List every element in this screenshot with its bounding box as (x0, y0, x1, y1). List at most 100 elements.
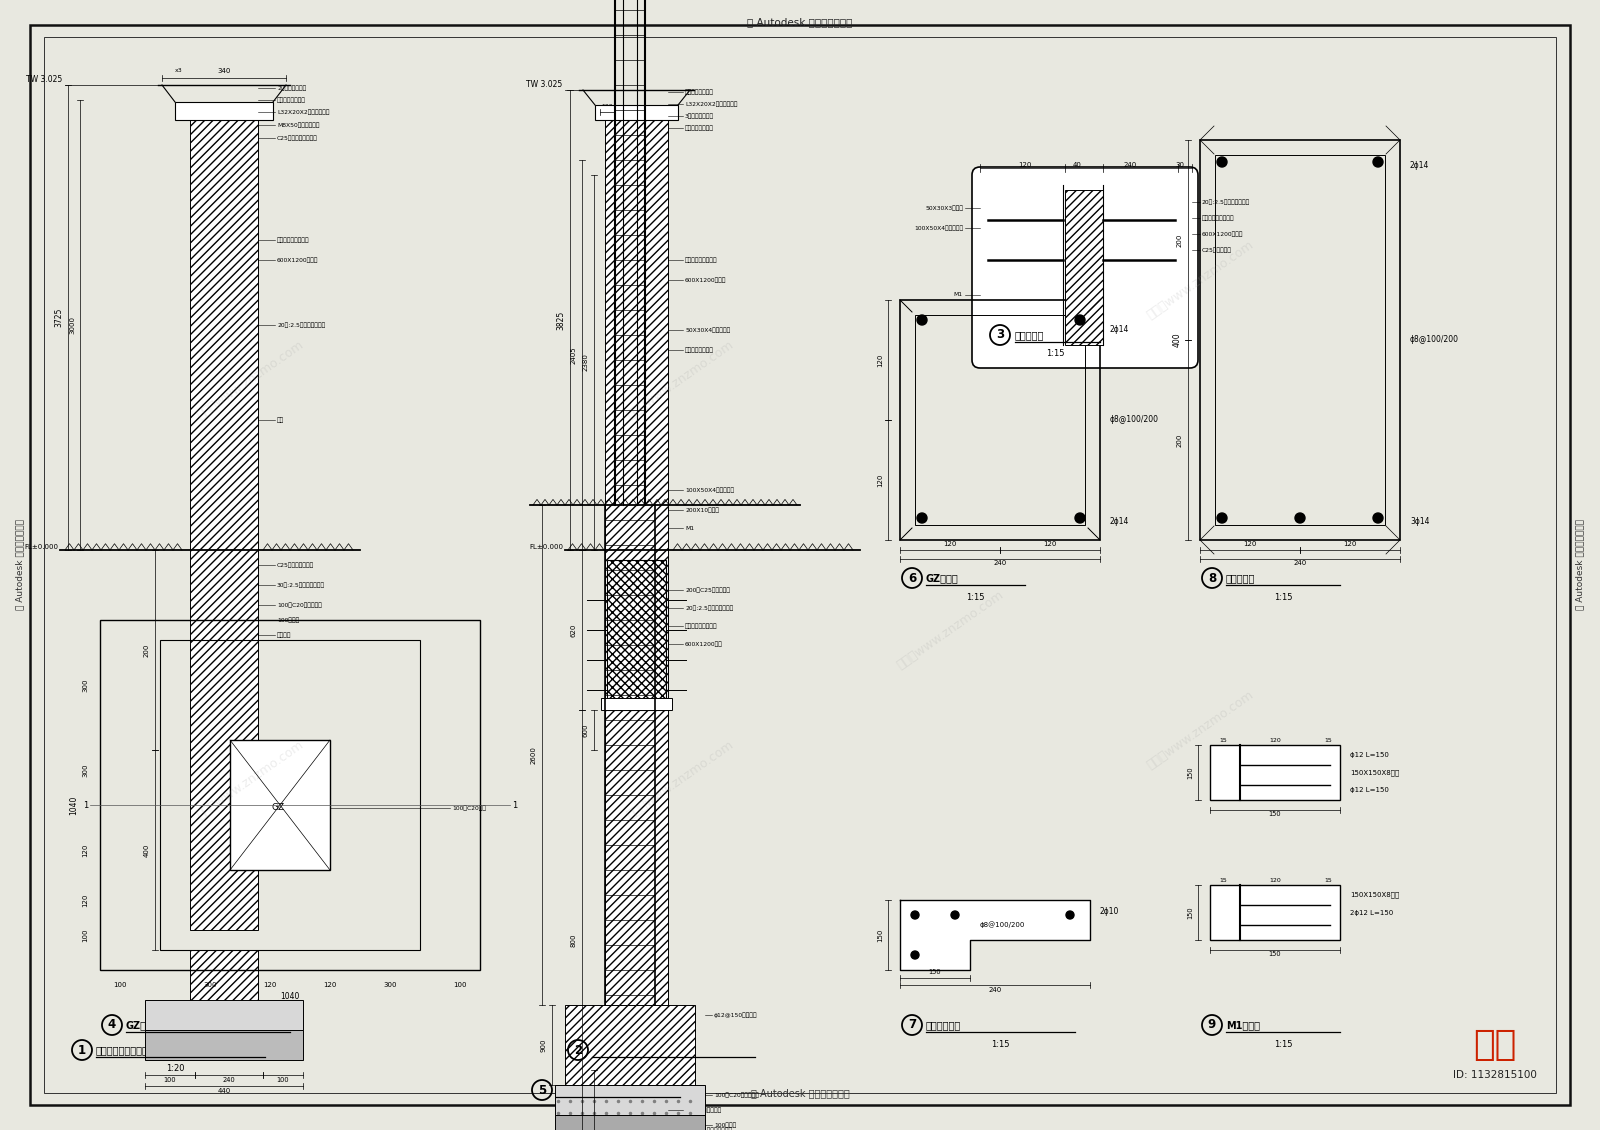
Text: 150: 150 (1269, 811, 1282, 817)
Bar (899, 299, 1101, 540)
Text: 20厚:2.5水泥砂浆结合层: 20厚:2.5水泥砂浆结合层 (685, 606, 733, 611)
Text: 200: 200 (1178, 233, 1182, 246)
Text: 150: 150 (928, 970, 941, 975)
Text: 120: 120 (944, 541, 957, 547)
Text: 黑灰色真石漆涂层: 黑灰色真石漆涂层 (685, 347, 714, 353)
Text: 100厚C20混凝土垫层: 100厚C20混凝土垫层 (277, 602, 322, 608)
Text: 120: 120 (82, 843, 88, 857)
Text: 100: 100 (163, 1077, 176, 1083)
FancyBboxPatch shape (973, 167, 1198, 368)
Text: 200X10厚盖板: 200X10厚盖板 (685, 507, 718, 513)
Text: 40: 40 (1072, 162, 1082, 168)
Text: 150: 150 (1187, 766, 1194, 779)
Circle shape (1218, 513, 1227, 523)
Text: 压顶梁配筋图: 压顶梁配筋图 (926, 1020, 962, 1031)
Text: 30: 30 (1176, 162, 1184, 168)
Text: 3825: 3825 (557, 311, 565, 330)
Text: 2600: 2600 (531, 746, 538, 764)
Text: 600: 600 (582, 1113, 589, 1127)
Text: 2ϕ14: 2ϕ14 (1410, 160, 1429, 170)
Text: 200: 200 (1178, 433, 1182, 446)
Bar (915, 315, 1085, 525)
Text: 15: 15 (1325, 738, 1331, 742)
Text: 120: 120 (877, 354, 883, 367)
Text: 合花岗真石石漆涂料: 合花岗真石石漆涂料 (685, 258, 718, 263)
Bar (146, 1031, 302, 1060)
Text: 300: 300 (82, 678, 88, 692)
Text: 9: 9 (1208, 1018, 1216, 1032)
Text: 地梁配筋图: 地梁配筋图 (1226, 573, 1256, 583)
Circle shape (950, 911, 958, 919)
Text: 围墙标准段剖面图二: 围墙标准段剖面图二 (592, 1045, 645, 1055)
Text: 620: 620 (571, 624, 578, 636)
Bar (146, 1000, 302, 1031)
Circle shape (1373, 513, 1382, 523)
Text: 200: 200 (144, 643, 150, 657)
Bar (190, 120, 258, 930)
Text: 15: 15 (1219, 878, 1227, 883)
Bar (160, 640, 419, 950)
Text: 知末网www.znzmo.com: 知末网www.znzmo.com (894, 589, 1006, 672)
Text: 100厚垫层: 100厚垫层 (277, 617, 299, 623)
Text: 3ϕ14: 3ϕ14 (1410, 518, 1429, 527)
Text: 15: 15 (1325, 878, 1331, 883)
Text: 知末网www.znzmo.com: 知末网www.znzmo.com (194, 338, 306, 421)
Text: 200厚C25钢筋混凝土: 200厚C25钢筋混凝土 (685, 588, 730, 593)
Circle shape (917, 513, 926, 523)
Text: GZ配筋图: GZ配筋图 (926, 573, 958, 583)
Text: 知末网www.znzmo.com: 知末网www.znzmo.com (1144, 688, 1256, 772)
Text: 1: 1 (512, 800, 517, 809)
Text: 30厚:2.5水泥砂浆保护层: 30厚:2.5水泥砂浆保护层 (685, 1128, 733, 1130)
Text: 20厚:2.5水泥砂浆结合层: 20厚:2.5水泥砂浆结合层 (1202, 199, 1250, 205)
Bar (555, 1115, 706, 1130)
Text: 1:20: 1:20 (666, 1064, 685, 1074)
Text: 15: 15 (1219, 738, 1227, 742)
Text: 120: 120 (1243, 541, 1256, 547)
Text: TW 3.025: TW 3.025 (26, 75, 62, 84)
Text: 1:15: 1:15 (966, 593, 984, 602)
Text: 600X1200瓷砖: 600X1200瓷砖 (685, 641, 723, 646)
Text: 240: 240 (222, 1077, 235, 1083)
Text: 黑灰色真石漆涂层: 黑灰色真石漆涂层 (685, 125, 714, 131)
Text: 150: 150 (1269, 951, 1282, 957)
Text: M1: M1 (954, 293, 963, 297)
Text: C25钢筋混凝土压顶梁: C25钢筋混凝土压顶梁 (277, 136, 318, 141)
Text: 100厚C20混凝土垫层: 100厚C20混凝土垫层 (714, 1093, 758, 1098)
Text: 600: 600 (582, 723, 589, 737)
Circle shape (1066, 911, 1074, 919)
Text: 知末: 知末 (1474, 1028, 1517, 1062)
Text: 3725: 3725 (54, 307, 62, 328)
Text: 150X150X8钢板: 150X150X8钢板 (1350, 770, 1400, 776)
Bar (190, 950, 258, 1031)
Text: 120: 120 (1344, 541, 1357, 547)
Text: ϕ8@100/200: ϕ8@100/200 (1110, 416, 1158, 425)
Text: 30厚:2.5水泥砂浆保护层: 30厚:2.5水泥砂浆保护层 (277, 582, 325, 588)
Text: 100: 100 (82, 928, 88, 941)
Bar (230, 740, 330, 870)
Bar (1210, 885, 1341, 940)
Text: 100X50X4厚不锈钢板: 100X50X4厚不锈钢板 (914, 225, 963, 231)
Text: 2405: 2405 (571, 346, 578, 364)
Text: 钢结: 钢结 (277, 417, 285, 423)
Text: 100: 100 (602, 104, 613, 108)
Text: 合花岗真石石漆涂料: 合花岗真石石漆涂料 (685, 624, 718, 628)
Text: FL±0.000: FL±0.000 (24, 544, 58, 550)
Text: 600X1200瓷砖贴: 600X1200瓷砖贴 (277, 258, 318, 263)
Text: 黑灰色真石漆涂层: 黑灰色真石漆涂层 (685, 89, 714, 95)
Text: C25钢筋混凝土地梁: C25钢筋混凝土地梁 (685, 1107, 722, 1113)
Bar (555, 1085, 706, 1115)
Text: 440: 440 (218, 1088, 230, 1094)
Text: 由 Autodesk 教育版产品制作: 由 Autodesk 教育版产品制作 (1576, 520, 1584, 610)
Text: 2ϕ10: 2ϕ10 (1101, 907, 1120, 916)
Text: 240: 240 (989, 986, 1002, 993)
Text: 3000: 3000 (69, 316, 75, 334)
Text: ID: 1132815100: ID: 1132815100 (1453, 1070, 1538, 1080)
Text: 1040: 1040 (69, 796, 78, 815)
Text: 2ϕ14: 2ϕ14 (1110, 518, 1130, 527)
Circle shape (1075, 315, 1085, 325)
Text: 240: 240 (1293, 560, 1307, 566)
Text: 100厚垫层: 100厚垫层 (714, 1122, 736, 1128)
Text: 120: 120 (1269, 878, 1282, 883)
Bar (595, 105, 678, 120)
Text: 节点详图一: 节点详图一 (1014, 330, 1045, 340)
